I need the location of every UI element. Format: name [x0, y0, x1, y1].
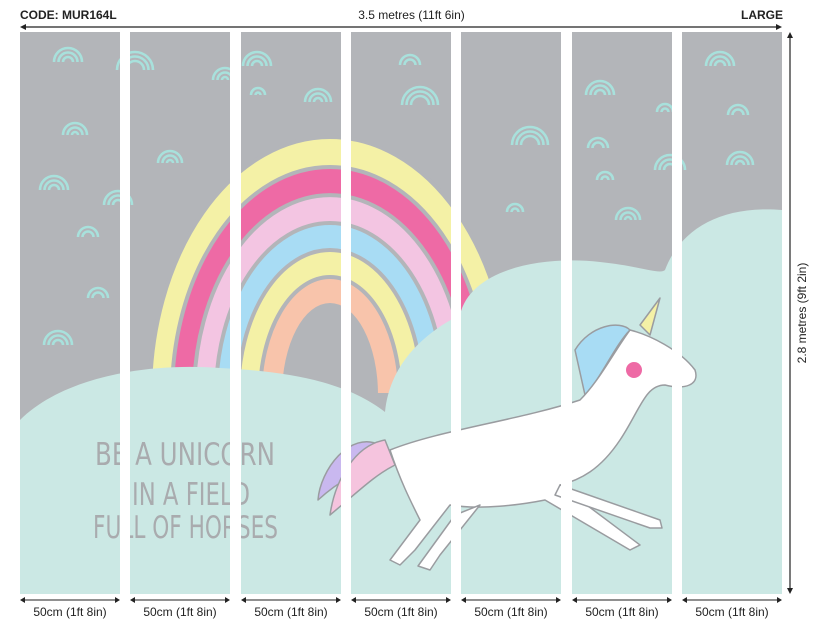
small-rainbow-icon — [61, 55, 75, 63]
small-rainbow-icon — [51, 338, 65, 346]
width-dimension-label: 3.5 metres (11ft 6in) — [358, 8, 465, 22]
small-rainbow-icon — [312, 96, 324, 103]
panel-gaps — [120, 30, 682, 596]
product-code: CODE: MUR164L — [20, 8, 117, 22]
unicorn-cheek — [626, 362, 642, 378]
small-rainbow-icon — [713, 59, 727, 67]
unicorn-horn — [639, 297, 661, 336]
panel-width-label: 50cm (1ft 8in) — [585, 605, 659, 619]
small-rainbow-icon — [81, 230, 95, 238]
small-rainbow-icon — [731, 108, 745, 116]
panel-width-label: 50cm (1ft 8in) — [474, 605, 548, 619]
panel-width-label: 50cm (1ft 8in) — [143, 605, 217, 619]
small-rainbow-icon — [600, 175, 610, 181]
small-rainbow-icon — [591, 141, 605, 149]
small-rainbow-icon — [250, 59, 264, 67]
small-rainbow-icon — [70, 130, 80, 136]
small-rainbow-icon — [510, 207, 520, 213]
small-rainbow-icon — [409, 94, 431, 106]
panel-width-label: 50cm (1ft 8in) — [254, 605, 328, 619]
panel-width-arrows — [20, 597, 782, 603]
small-rainbow-icon — [220, 75, 230, 81]
small-rainbow-icon — [623, 215, 633, 221]
size-label: LARGE — [741, 8, 783, 22]
small-rainbow-icon — [47, 183, 61, 191]
dimension-arrows — [20, 24, 793, 594]
small-rainbow-icon — [734, 159, 746, 166]
panel-width-label: 50cm (1ft 8in) — [695, 605, 769, 619]
small-rainbow-icon — [91, 291, 105, 299]
small-rainbow-icon — [660, 107, 670, 113]
panel-width-label: 50cm (1ft 8in) — [364, 605, 438, 619]
small-rainbow-icon — [165, 158, 175, 164]
small-rainbow-icon — [519, 134, 541, 146]
small-rainbow-icon — [254, 91, 262, 96]
small-rainbow-icon — [403, 58, 417, 66]
unicorn — [317, 297, 697, 571]
small-rainbow-icon — [593, 88, 607, 96]
panel-width-label: 50cm (1ft 8in) — [33, 605, 107, 619]
